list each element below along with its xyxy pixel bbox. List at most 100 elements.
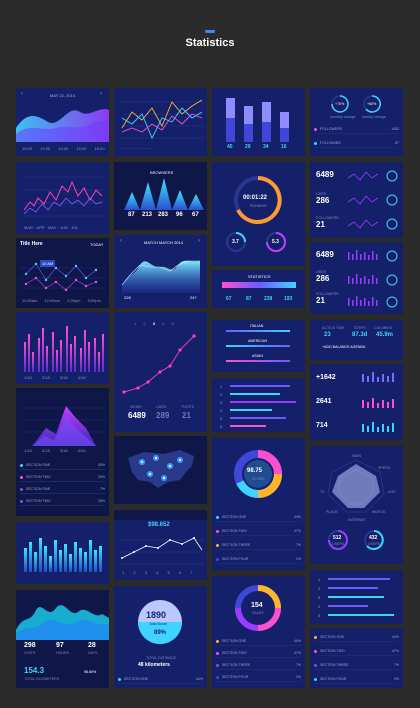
- card-teal-wave[interactable]: 298 97 28 VISITS HOURS DAYS 154.3 TOTAL …: [16, 590, 109, 688]
- sales-donut-svg: [235, 585, 281, 631]
- revenue-value: $98.652: [148, 522, 170, 528]
- card-likes-list[interactable]: 6489 LIKES 286 FOLLOWERS 21: [310, 162, 403, 238]
- slider-bar[interactable]: [226, 360, 290, 362]
- card-multiline-chart[interactable]: · · · · · · · · · · · · ·: [114, 88, 207, 156]
- score-donut-svg: [234, 450, 282, 498]
- card-running-timer[interactable]: 00:01:22 RUNNING 3.7 5.3: [212, 162, 305, 266]
- card-bar-chart-magenta[interactable]: 1/18 2/18 3/18 4/18: [16, 312, 109, 384]
- followers-label: FOLLOWERS: [316, 292, 339, 296]
- card-map[interactable]: [114, 436, 207, 504]
- prev-icon[interactable]: ‹: [21, 91, 23, 97]
- bars-svg: [24, 326, 104, 372]
- card-total-score[interactable]: 1890 Total Score 89% TOTAL DISTANCE 48 k…: [114, 586, 207, 688]
- next-icon[interactable]: ›: [100, 91, 102, 97]
- page-header: Statistics: [0, 30, 420, 49]
- pager[interactable]: 1 2 3 4 5: [134, 321, 174, 326]
- right-value: 247: [190, 295, 197, 300]
- list-index: 5: [318, 613, 321, 618]
- card-sales-donut[interactable]: 154 SALES SECTION ONE 44% SECTION TWO 47% …: [212, 576, 305, 688]
- browsers-svg: [124, 178, 204, 210]
- card-likes-bars[interactable]: 6489 LIKES 286 FOLLOWERS 21: [310, 242, 403, 314]
- stat-value: 67: [226, 296, 232, 302]
- slider-bar[interactable]: [226, 345, 290, 347]
- radar-label: AGE: [388, 490, 396, 494]
- card-wave-chart[interactable]: MAY 22, 2014 ‹ › 10:00 12:00 14:00 16:00…: [16, 88, 109, 156]
- card-numbered-bars[interactable]: 1 2 3 4 5: [310, 570, 403, 624]
- card-dot-chart[interactable]: Title Here TODAY 10 AM 11:00am 12:00am 1…: [16, 238, 109, 308]
- legend-row: SECTION THREE 7%: [216, 542, 301, 550]
- legend-row: SECTION FOUR 2%: [216, 556, 301, 564]
- card-followers[interactable]: +70% +60% monthly change weekly change F…: [310, 88, 403, 156]
- distance-value: 48 kilometers: [138, 662, 170, 668]
- card-subtitle: TODAY: [90, 242, 104, 247]
- card-radar[interactable]: MAIN SPEED AGE TV PLACE WORLD INTERNET 5…: [310, 446, 403, 564]
- followers-row: FOLLOWERS 1452: [314, 126, 399, 134]
- legend-row: SECTION ONE 44%: [216, 638, 301, 646]
- legend-row: SECTION THREE 7%: [216, 662, 301, 670]
- list-index: 2: [220, 392, 223, 397]
- list-bar: [328, 587, 378, 589]
- followers-value: 21: [316, 296, 325, 305]
- card-title: BROWSERS: [150, 170, 174, 175]
- followers-rings-svg: [331, 95, 381, 113]
- stat-value: 6489: [128, 411, 146, 420]
- revenue-svg: [120, 537, 204, 565]
- card-section-list[interactable]: SECTION ONE 44% SECTION TWO 47% SECTION TH…: [310, 628, 403, 688]
- list-bar: [230, 425, 266, 427]
- card-match-chart[interactable]: MATCH MATCH 2014 ‹ › 228 247: [114, 235, 207, 308]
- card-score-donut[interactable]: 98.75 SCORE SECTION ONE 44% SECTION TWO 47…: [212, 438, 305, 570]
- legend-row: SECTION FOUR 2%: [216, 674, 301, 682]
- card-statistics-bars[interactable]: STATISTICS 67 87 238 193: [212, 270, 305, 308]
- total-value: 154.3: [24, 666, 45, 675]
- stat-label: VIEWS: [130, 405, 142, 409]
- browser-value: 87: [128, 212, 135, 218]
- stock-svg: [23, 176, 104, 217]
- card-activity[interactable]: ACTIVE TIME STEPS CALORIES 23 87.3d 45.9…: [310, 320, 403, 360]
- card-revenue-line[interactable]: $98.652 1 2 3 4 5 6 7: [114, 510, 207, 580]
- activity-label: ACTIVE TIME: [322, 326, 345, 330]
- ring-value: +70%: [335, 102, 345, 106]
- list-bar: [230, 417, 286, 419]
- next-icon[interactable]: ›: [198, 238, 200, 244]
- time-labels: 10:00 12:00 14:00 16:00 18:00: [22, 146, 105, 151]
- card-scatter-line[interactable]: 1 2 3 4 5 VIEWS LIKES POSTS 6489 289 21: [114, 312, 207, 432]
- slider-label: AMERICAN: [248, 339, 267, 343]
- browser-value: 67: [192, 212, 199, 218]
- card-bar-chart-teal[interactable]: [16, 522, 109, 584]
- prev-icon[interactable]: ‹: [120, 238, 122, 244]
- card-header: [114, 510, 207, 520]
- stats-strip: [222, 282, 296, 288]
- legend-row: SECTION FOUR 2%: [314, 676, 399, 684]
- timer-label: RUNNING: [250, 204, 267, 208]
- dot-svg: [20, 262, 106, 292]
- card-stock-chart[interactable]: MAR · APR · MAY · JUN · JUL: [16, 162, 109, 234]
- likes-value: 6489: [316, 250, 334, 259]
- stat-value: 21: [182, 411, 191, 420]
- ring-value: +60%: [367, 102, 377, 106]
- card-browsers[interactable]: BROWSERS 87 213 283 96 67: [114, 162, 207, 230]
- legend-row: SECTION THREE 7%: [314, 662, 399, 670]
- stat-hours-label: HOURS: [56, 651, 69, 655]
- list-index: 5: [220, 416, 223, 421]
- card-title: MATCH MATCH 2014: [144, 240, 183, 245]
- card-stacked-bars[interactable]: 45 29 34 16: [212, 88, 305, 156]
- badge: 10 AM: [40, 260, 56, 267]
- timer-value: 00:01:22: [243, 195, 268, 201]
- list-bar: [230, 393, 280, 395]
- card-number-bars[interactable]: +1642 2641 714: [310, 364, 403, 440]
- list-index: 3: [220, 400, 223, 405]
- stat-hours: 97: [56, 642, 64, 649]
- slider-bar[interactable]: [226, 330, 290, 332]
- add-agenda-link[interactable]: +ADD BALANCE AGENDA: [322, 345, 366, 349]
- card-mountain-chart[interactable]: 1/18 2/18 3/18 4/18 SECTION ONE 45% SECTI…: [16, 388, 109, 516]
- match-svg: [121, 260, 200, 293]
- card-cuisine-sliders[interactable]: ITALIAN AMERICAN ASIAN: [212, 320, 305, 372]
- radar-svg: [327, 459, 385, 550]
- legend-row: SECTION TWO 23%: [20, 474, 105, 482]
- time-labels: 1/18 2/18 3/18 4/18: [24, 375, 86, 380]
- multiline-svg: [121, 99, 204, 140]
- stat-value: 193: [284, 296, 293, 302]
- side-value: 98.65%: [84, 670, 97, 674]
- card-list-bars[interactable]: 1 2 3 4 5 6: [212, 378, 305, 432]
- likes-label: LIKES: [316, 270, 327, 274]
